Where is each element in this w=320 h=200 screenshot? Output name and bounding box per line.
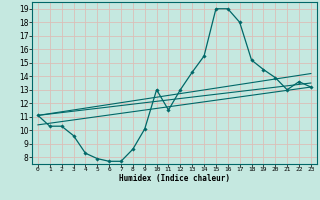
X-axis label: Humidex (Indice chaleur): Humidex (Indice chaleur): [119, 174, 230, 183]
